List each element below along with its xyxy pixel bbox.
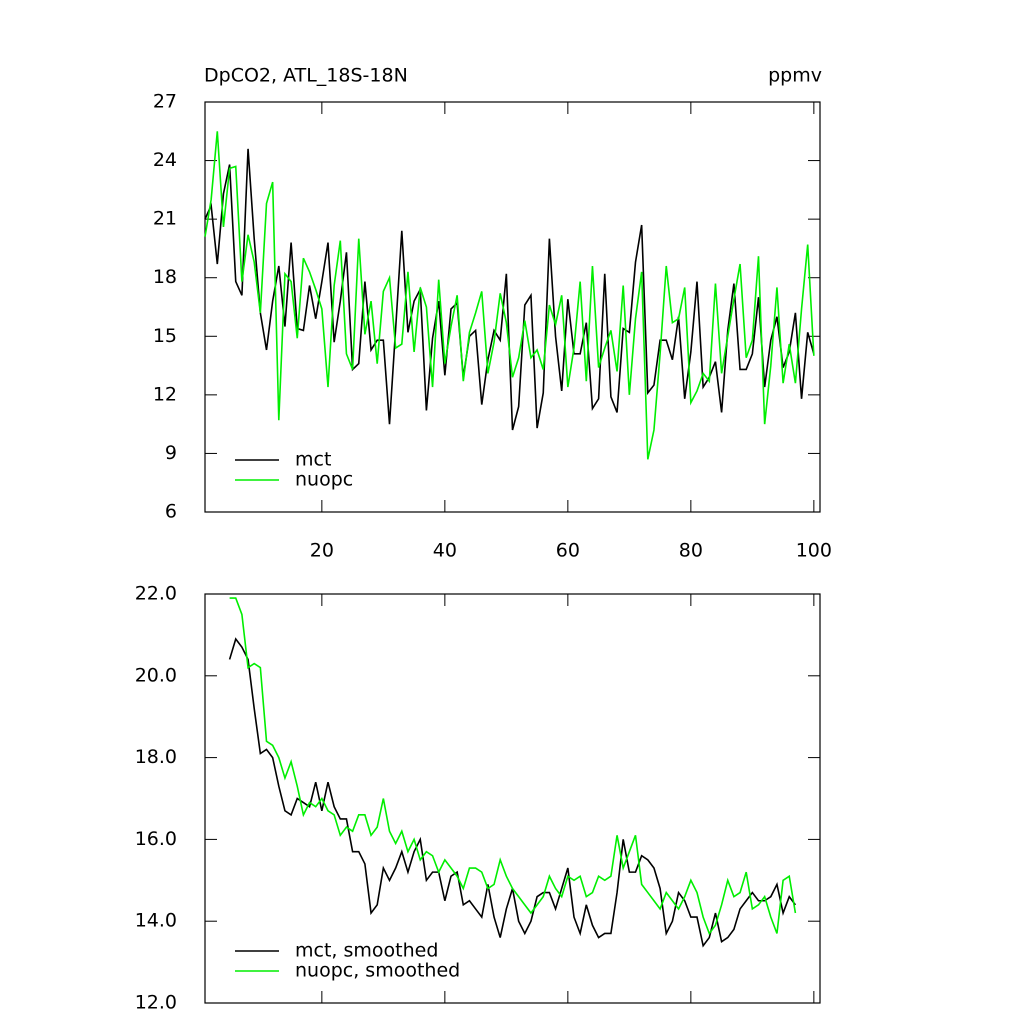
y-tick-label: 18 <box>153 266 177 288</box>
y-tick-label: 16.0 <box>135 828 177 850</box>
y-tick-label: 12.0 <box>135 992 177 1014</box>
y-tick-label: 21 <box>153 208 177 230</box>
series-line <box>204 131 815 460</box>
plot-frame <box>204 101 821 513</box>
plot-frame <box>204 593 821 1004</box>
legend-label: nuopc, smoothed <box>295 960 460 982</box>
series-line <box>228 637 797 948</box>
y-tick-label: 12 <box>153 383 177 405</box>
series-line <box>204 148 815 431</box>
chart-title: DpCO2, ATL_18S-18N <box>204 65 408 87</box>
legend-label: mct <box>295 449 331 471</box>
units-label: ppmv <box>768 65 822 87</box>
y-tick-label: 6 <box>165 501 177 523</box>
y-tick-label: 20.0 <box>135 664 177 686</box>
y-tick-label: 22.0 <box>135 583 177 605</box>
legend-label: nuopc <box>295 469 353 491</box>
x-tick-label: 20 <box>310 540 334 562</box>
series-line <box>229 597 797 936</box>
y-tick-label: 27 <box>153 91 177 113</box>
legend-label: mct, smoothed <box>295 940 438 962</box>
y-tick-label: 24 <box>153 149 177 171</box>
y-tick-label: 18.0 <box>135 746 177 768</box>
y-tick-label: 14.0 <box>135 910 177 932</box>
x-tick-label: 100 <box>796 540 832 562</box>
x-tick-label: 60 <box>556 540 580 562</box>
y-tick-label: 15 <box>153 325 177 347</box>
x-tick-label: 40 <box>433 540 457 562</box>
y-tick-label: 9 <box>165 442 177 464</box>
x-tick-label: 80 <box>679 540 703 562</box>
